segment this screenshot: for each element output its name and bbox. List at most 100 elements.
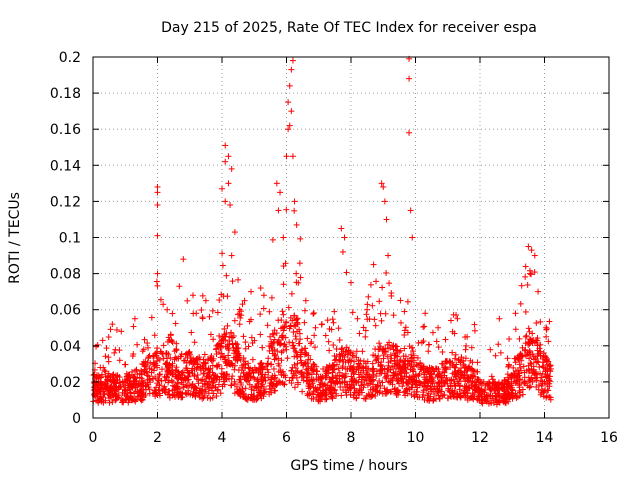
data-point [268, 361, 275, 368]
data-point [105, 334, 112, 341]
data-point [154, 189, 161, 196]
data-point [522, 263, 529, 270]
data-point [397, 319, 404, 326]
data-point [497, 349, 504, 356]
data-point [201, 370, 208, 377]
data-point [154, 232, 161, 239]
data-point [288, 66, 295, 73]
data-point [420, 324, 427, 331]
data-point [184, 297, 191, 304]
data-point [109, 321, 116, 328]
data-point [265, 355, 272, 362]
data-point [355, 378, 362, 385]
data-point [378, 317, 385, 324]
data-point [155, 377, 162, 384]
data-point [526, 328, 533, 335]
data-point [284, 355, 291, 362]
data-point [310, 361, 317, 368]
data-point [335, 365, 342, 372]
data-point [197, 377, 204, 384]
data-point [176, 283, 183, 290]
data-point [191, 339, 198, 346]
data-point [273, 330, 280, 337]
x-tick-labels: 0 2 4 6 8 10 12 14 16 [89, 430, 618, 446]
data-point [154, 183, 161, 190]
data-point [525, 243, 532, 250]
data-point [310, 391, 317, 398]
data-point [248, 334, 255, 341]
data-point [257, 331, 264, 338]
data-point [224, 322, 231, 329]
data-point [222, 198, 229, 205]
data-point [164, 306, 171, 313]
data-point [332, 356, 339, 363]
data-point [228, 165, 235, 172]
data-point [283, 153, 290, 160]
data-point [519, 386, 526, 393]
data-point [264, 322, 271, 329]
data-point [512, 326, 519, 333]
data-point [189, 292, 196, 299]
data-point [370, 261, 377, 268]
data-point [522, 333, 529, 340]
data-point [102, 353, 109, 360]
data-point [341, 234, 348, 241]
data-point [522, 273, 529, 280]
data-point [388, 292, 395, 299]
y-tick-label: 0.02 [50, 375, 81, 391]
data-point [329, 316, 336, 323]
data-point [377, 310, 384, 317]
data-point [369, 302, 376, 309]
data-point [118, 328, 125, 335]
data-point [383, 269, 390, 276]
data-point [157, 296, 164, 303]
grid-lines [93, 57, 609, 418]
data-point [116, 357, 123, 364]
data-point [376, 340, 383, 347]
x-tick-label: 8 [347, 430, 356, 446]
data-point [518, 282, 525, 289]
data-point [381, 198, 388, 205]
data-point [534, 335, 541, 342]
data-point [335, 325, 342, 332]
data-point [169, 310, 176, 317]
y-tick-label: 0.14 [50, 158, 81, 174]
data-point [359, 348, 366, 355]
data-point [141, 336, 148, 343]
data-point [260, 292, 267, 299]
data-point [454, 315, 461, 322]
data-point [533, 320, 540, 327]
data-point [291, 353, 298, 360]
data-point [545, 338, 552, 345]
data-point [219, 185, 225, 192]
data-point [116, 347, 123, 354]
data-point [228, 375, 235, 382]
data-point [376, 298, 383, 305]
data-point [339, 345, 346, 352]
data-point [154, 345, 161, 352]
data-point [193, 310, 200, 317]
data-point [496, 315, 503, 322]
data-point [299, 388, 306, 395]
data-point [421, 323, 428, 330]
data-point [364, 306, 371, 313]
data-point [289, 153, 296, 160]
data-point [390, 312, 397, 319]
data-point [492, 352, 499, 359]
data-point [401, 308, 408, 315]
data-point [280, 281, 287, 288]
data-point [349, 309, 356, 316]
data-point [376, 377, 383, 384]
y-tick-label: 0.08 [50, 267, 81, 283]
data-point [324, 317, 331, 324]
data-point [228, 252, 235, 259]
data-point [522, 308, 529, 315]
x-tick-label: 14 [536, 430, 554, 446]
data-point [523, 332, 530, 339]
data-point [301, 319, 308, 326]
data-point [512, 310, 519, 317]
data-point [286, 82, 293, 89]
data-point [194, 371, 201, 378]
data-point [318, 321, 325, 328]
